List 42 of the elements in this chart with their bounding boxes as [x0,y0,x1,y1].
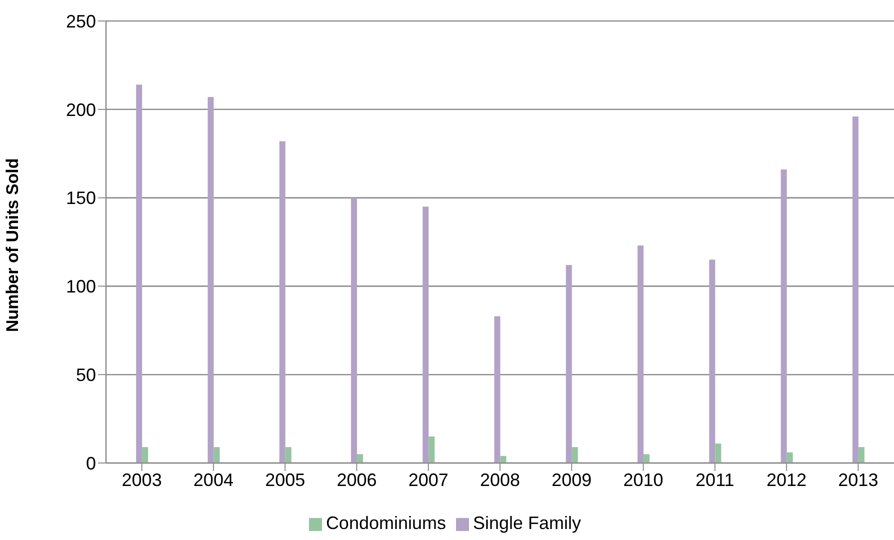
bar [500,456,506,463]
x-tick-label: 2006 [336,470,377,490]
bar [566,264,572,463]
bar [709,260,716,463]
y-axis-title: Number of Units Sold [3,158,22,332]
bar [644,454,650,463]
x-tick-label: 2010 [623,470,664,490]
y-tick-label: 100 [66,276,96,297]
bar [279,141,286,463]
x-tick-label: 2012 [766,470,807,490]
x-tick-label: 2003 [122,470,162,490]
bar [356,454,363,463]
bar [852,116,858,463]
y-tick-label: 150 [66,188,96,208]
bar [715,444,722,463]
y-tick-label: 50 [76,364,96,385]
bar [494,316,500,463]
bar [638,246,644,463]
y-tick-label: 0 [86,453,96,474]
bar [858,447,864,463]
x-tick-label: 2008 [480,470,520,490]
bar [572,447,578,463]
y-tick-label: 200 [66,100,96,120]
y-tick-label: 250 [66,11,96,32]
bar [208,97,214,463]
bar [428,436,435,463]
bar [142,447,148,463]
x-tick-label: 2011 [696,470,734,490]
x-tick-label: 2005 [265,470,306,490]
x-tick-label: 2007 [408,470,448,490]
x-tick-label: 2009 [552,470,592,490]
x-tick-label: 2013 [838,470,878,490]
bar [422,206,429,463]
legend-label: Condominiums [326,513,446,533]
x-tick-label: 2004 [193,470,234,490]
bar [285,447,292,463]
bar [786,452,793,463]
legend-label: Single Family [473,513,582,533]
bar [214,447,220,463]
bar [350,198,357,463]
bar [136,84,142,463]
bar [780,170,787,463]
